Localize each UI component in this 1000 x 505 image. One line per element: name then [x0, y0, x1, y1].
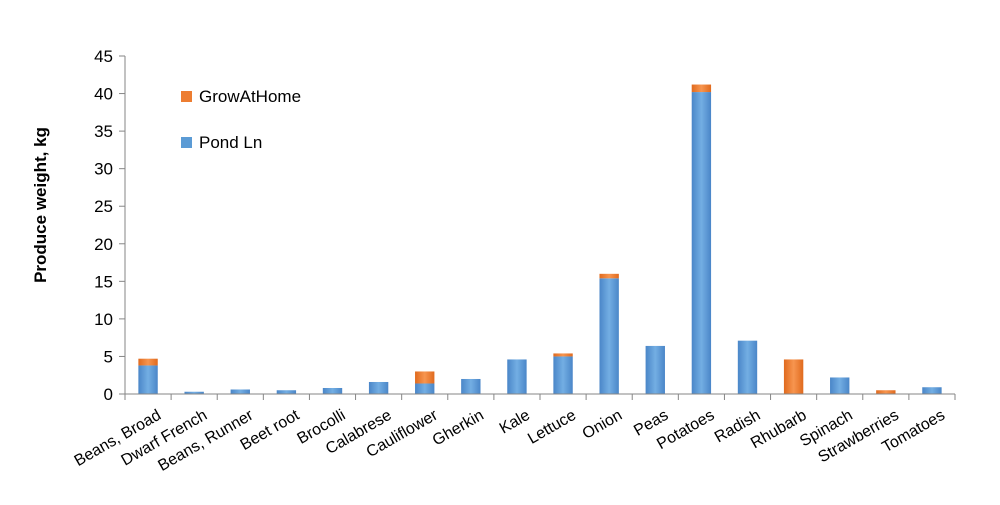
y-tick-label: 10: [94, 310, 113, 329]
legend: GrowAtHome Pond Ln: [181, 87, 301, 152]
bar-growathome-strawberries: [876, 390, 896, 394]
legend-label-pond-ln: Pond Ln: [199, 133, 262, 152]
bar-growathome-cauliflower: [415, 371, 435, 384]
y-tick-label: 25: [94, 197, 113, 216]
y-tick-label: 30: [94, 160, 113, 179]
bar-pond-ln-tomatoes: [922, 387, 942, 394]
y-tick-label: 35: [94, 122, 113, 141]
x-tick-label: Lettuce: [525, 407, 579, 448]
bar-pond-ln-beet-root: [276, 390, 297, 394]
bar-growathome-lettuce: [553, 353, 573, 357]
x-tick-label: Onion: [580, 407, 625, 443]
bar-pond-ln-peas: [645, 345, 665, 394]
bar-pond-ln-onion: [599, 278, 619, 394]
bar-growathome-beans-broad: [138, 358, 158, 366]
y-tick-label: 0: [104, 385, 113, 404]
bar-pond-ln-spinach: [830, 377, 850, 394]
bar-pond-ln-dwarf-french: [184, 391, 204, 394]
bar-pond-ln-radish: [737, 340, 758, 394]
y-tick-label: 20: [94, 235, 113, 254]
bar-growathome-rhubarb: [783, 359, 804, 394]
bar-pond-ln-potatoes: [691, 92, 712, 394]
bar-pond-ln-beans-runner: [230, 389, 250, 394]
bar-growathome-potatoes: [691, 84, 712, 93]
y-axis-title: Produce weight, kg: [31, 127, 50, 283]
bar-growathome-onion: [599, 273, 619, 279]
bar-pond-ln-kale: [507, 359, 527, 394]
legend-label-growathome: GrowAtHome: [199, 87, 301, 106]
y-tick-label: 15: [94, 272, 113, 291]
bar-pond-ln-calabrese: [368, 381, 389, 394]
y-tick-label: 45: [94, 47, 113, 66]
bars: [138, 84, 942, 394]
legend-swatch-pond-ln: [181, 137, 192, 148]
legend-swatch-growathome: [181, 91, 192, 102]
y-tick-label: 5: [104, 347, 113, 366]
bar-pond-ln-gherkin: [461, 378, 481, 394]
bar-pond-ln-cauliflower: [415, 383, 435, 394]
bar-pond-ln-lettuce: [553, 356, 573, 394]
bar-pond-ln-brocolli: [322, 387, 343, 394]
bar-pond-ln-beans-broad: [138, 365, 158, 394]
x-tick-label: Gherkin: [430, 407, 487, 450]
y-tick-label: 40: [94, 85, 113, 104]
